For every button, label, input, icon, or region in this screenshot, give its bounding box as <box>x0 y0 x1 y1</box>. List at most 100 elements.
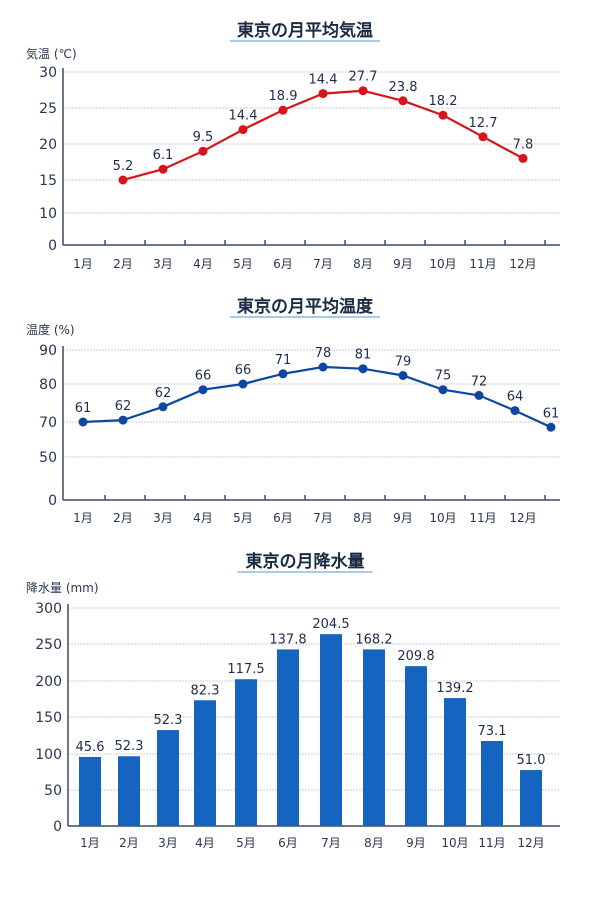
chart-title: 東京の月平均気温 <box>237 20 373 41</box>
y-tick-label: 100 <box>35 747 62 763</box>
x-tick-label: 3月 <box>153 257 173 271</box>
y-tick-label: 50 <box>44 783 62 799</box>
y-tick-label: 150 <box>35 710 62 726</box>
bar <box>277 649 299 826</box>
x-tick-label: 11月 <box>469 257 496 271</box>
y-tick-label: 20 <box>39 137 57 153</box>
x-tick-label: 1月 <box>73 257 93 271</box>
data-point <box>198 146 208 156</box>
x-tick-label: 12月 <box>509 511 536 525</box>
x-tick-label: 6月 <box>273 511 293 525</box>
data-label: 204.5 <box>312 617 349 632</box>
x-tick-label: 10月 <box>429 257 456 271</box>
x-tick-label: 2月 <box>113 257 133 271</box>
data-point <box>474 390 484 400</box>
bar <box>320 634 342 826</box>
data-point <box>438 385 448 395</box>
data-label: 66 <box>235 363 252 378</box>
data-point <box>318 362 328 372</box>
data-label: 79 <box>395 355 412 370</box>
data-point <box>398 96 408 106</box>
data-label: 62 <box>115 399 132 414</box>
data-label: 117.5 <box>227 662 264 677</box>
x-tick-label: 4月 <box>193 511 213 525</box>
y-axis-label: 気温 (℃) <box>26 46 77 61</box>
bar <box>118 756 140 826</box>
bar <box>235 679 257 826</box>
data-label: 18.9 <box>269 89 298 104</box>
data-label: 64 <box>507 390 524 405</box>
y-tick-label: 70 <box>39 415 57 431</box>
x-tick-label: 4月 <box>193 257 213 271</box>
x-tick-label: 2月 <box>119 836 139 850</box>
chart-title: 東京の月降水量 <box>246 551 365 572</box>
data-point <box>358 86 368 96</box>
data-label: 82.3 <box>191 683 220 698</box>
x-tick-label: 9月 <box>393 511 413 525</box>
data-label: 14.4 <box>229 109 258 124</box>
data-label: 18.2 <box>429 94 458 109</box>
x-tick-label: 8月 <box>353 511 373 525</box>
bar <box>194 700 216 826</box>
x-tick-label: 11月 <box>469 511 496 525</box>
data-point <box>238 379 248 389</box>
y-tick-label: 0 <box>53 819 62 835</box>
data-label: 61 <box>75 401 92 416</box>
y-tick-label: 10 <box>39 206 57 222</box>
data-point <box>278 369 288 379</box>
x-tick-label: 5月 <box>236 836 256 850</box>
data-label: 62 <box>155 386 172 401</box>
y-tick-label: 0 <box>48 238 57 254</box>
data-point <box>510 406 520 416</box>
x-tick-label: 3月 <box>153 511 173 525</box>
data-point <box>438 110 448 120</box>
data-label: 14.4 <box>309 73 338 88</box>
y-axis-label: 降水量 (mm) <box>26 581 99 595</box>
y-tick-label: 15 <box>39 173 57 189</box>
data-label: 5.2 <box>113 159 134 174</box>
x-tick-label: 6月 <box>278 836 298 850</box>
data-point <box>78 417 88 427</box>
series-line <box>122 89 524 182</box>
y-tick-label: 0 <box>48 493 57 509</box>
x-tick-label: 5月 <box>233 511 253 525</box>
y-tick-label: 50 <box>39 450 57 466</box>
x-tick-label: 7月 <box>313 257 333 271</box>
data-point <box>278 105 288 115</box>
x-tick-label: 7月 <box>313 511 333 525</box>
bar <box>481 740 503 826</box>
data-label: 71 <box>275 353 292 368</box>
data-label: 9.5 <box>193 130 214 145</box>
data-point <box>518 153 528 163</box>
data-point <box>358 364 368 374</box>
data-point <box>546 422 556 432</box>
x-tick-label: 2月 <box>113 511 133 525</box>
data-label: 139.2 <box>436 681 473 696</box>
x-tick-label: 4月 <box>195 836 215 850</box>
data-label: 73.1 <box>478 724 507 739</box>
x-tick-label: 6月 <box>273 257 293 271</box>
y-tick-label: 300 <box>35 601 62 617</box>
bar <box>444 698 466 826</box>
x-tick-label: 1月 <box>80 836 100 850</box>
data-label: 72 <box>471 374 488 389</box>
bar <box>363 649 385 826</box>
x-tick-label: 3月 <box>158 836 178 850</box>
data-label: 27.7 <box>349 70 378 85</box>
x-tick-label: 12月 <box>509 257 536 271</box>
y-tick-label: 30 <box>39 65 57 81</box>
x-tick-label: 8月 <box>353 257 373 271</box>
y-axis-label: 温度 (%) <box>26 322 75 337</box>
data-label: 23.8 <box>389 80 418 95</box>
data-label: 137.8 <box>269 632 306 647</box>
data-point <box>118 415 128 425</box>
data-label: 52.3 <box>115 739 144 754</box>
x-tick-label: 12月 <box>517 836 544 850</box>
data-label: 51.0 <box>517 753 546 768</box>
bar <box>79 756 101 826</box>
data-label: 81 <box>355 348 372 363</box>
data-label: 75 <box>435 369 452 384</box>
data-point <box>158 402 168 412</box>
data-label: 168.2 <box>355 632 392 647</box>
